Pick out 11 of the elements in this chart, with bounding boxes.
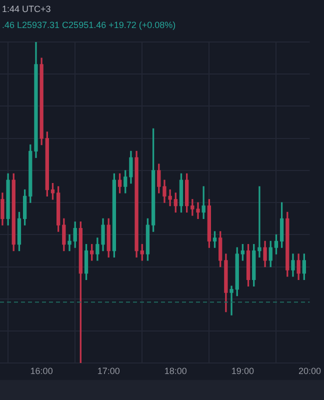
candlestick: [196, 202, 200, 219]
x-tick-label: 20:00: [298, 366, 322, 376]
text: .46 L25937.31 C25951.46 +19.72 (+0.08%): [2, 19, 176, 32]
candlestick: [68, 234, 72, 252]
text: 1:44 UTC+3: [2, 3, 52, 16]
candlestick: [230, 286, 234, 316]
candlestick: [258, 186, 262, 258]
x-tick-label: 18:00: [164, 366, 187, 376]
x-tick-label: 17:00: [97, 366, 120, 376]
x-tick-label: 16:00: [30, 366, 53, 376]
x-tick-label: 19:00: [231, 366, 254, 376]
